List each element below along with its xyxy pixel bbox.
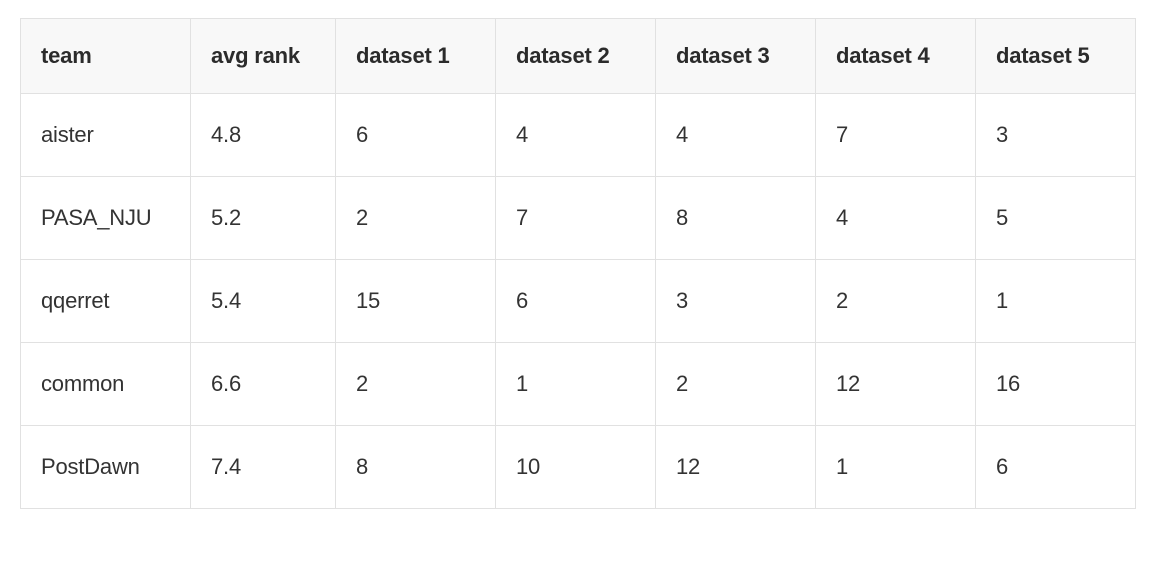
cell-avg-rank: 5.2 [191, 177, 336, 260]
cell-avg-rank: 5.4 [191, 260, 336, 343]
cell-dataset5: 6 [976, 426, 1136, 509]
cell-team: common [21, 343, 191, 426]
cell-avg-rank: 7.4 [191, 426, 336, 509]
rank-table: team avg rank dataset 1 dataset 2 datase… [20, 18, 1136, 509]
cell-dataset2: 10 [496, 426, 656, 509]
cell-dataset5: 3 [976, 94, 1136, 177]
col-header-dataset2: dataset 2 [496, 19, 656, 94]
cell-dataset1: 8 [336, 426, 496, 509]
cell-dataset1: 2 [336, 343, 496, 426]
cell-dataset2: 4 [496, 94, 656, 177]
col-header-team: team [21, 19, 191, 94]
cell-team: qqerret [21, 260, 191, 343]
cell-dataset3: 4 [656, 94, 816, 177]
cell-dataset1: 2 [336, 177, 496, 260]
cell-dataset3: 3 [656, 260, 816, 343]
table-row: aister 4.8 6 4 4 7 3 [21, 94, 1136, 177]
cell-team: aister [21, 94, 191, 177]
cell-dataset4: 4 [816, 177, 976, 260]
table-header-row: team avg rank dataset 1 dataset 2 datase… [21, 19, 1136, 94]
cell-team: PostDawn [21, 426, 191, 509]
cell-avg-rank: 4.8 [191, 94, 336, 177]
cell-dataset3: 12 [656, 426, 816, 509]
col-header-dataset1: dataset 1 [336, 19, 496, 94]
cell-dataset5: 1 [976, 260, 1136, 343]
table-row: PASA_NJU 5.2 2 7 8 4 5 [21, 177, 1136, 260]
cell-dataset3: 8 [656, 177, 816, 260]
table-row: PostDawn 7.4 8 10 12 1 6 [21, 426, 1136, 509]
cell-dataset1: 6 [336, 94, 496, 177]
table-row: common 6.6 2 1 2 12 16 [21, 343, 1136, 426]
cell-dataset2: 6 [496, 260, 656, 343]
col-header-dataset3: dataset 3 [656, 19, 816, 94]
cell-dataset4: 1 [816, 426, 976, 509]
cell-team: PASA_NJU [21, 177, 191, 260]
cell-dataset1: 15 [336, 260, 496, 343]
cell-dataset3: 2 [656, 343, 816, 426]
cell-dataset5: 5 [976, 177, 1136, 260]
cell-dataset4: 2 [816, 260, 976, 343]
cell-avg-rank: 6.6 [191, 343, 336, 426]
col-header-dataset5: dataset 5 [976, 19, 1136, 94]
col-header-avg-rank: avg rank [191, 19, 336, 94]
cell-dataset2: 7 [496, 177, 656, 260]
cell-dataset5: 16 [976, 343, 1136, 426]
cell-dataset4: 12 [816, 343, 976, 426]
cell-dataset4: 7 [816, 94, 976, 177]
col-header-dataset4: dataset 4 [816, 19, 976, 94]
table-row: qqerret 5.4 15 6 3 2 1 [21, 260, 1136, 343]
cell-dataset2: 1 [496, 343, 656, 426]
